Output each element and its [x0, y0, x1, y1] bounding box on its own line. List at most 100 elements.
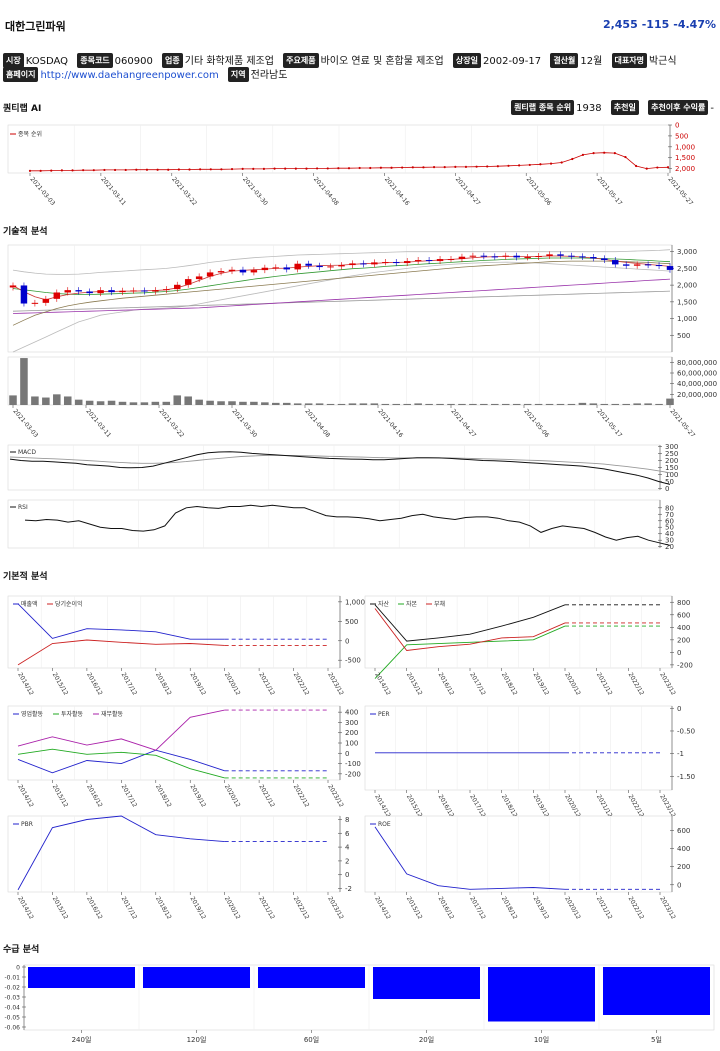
candle [590, 257, 597, 259]
volume-ytick-label: 20,000,000 [677, 391, 717, 399]
macd-legend-label: MACD [18, 449, 36, 456]
volume-ytick-label: 80,000,000 [677, 359, 717, 367]
rank-point [273, 167, 276, 170]
roe-xtick-label: 2018/12 [500, 896, 519, 921]
volume-bar [491, 403, 499, 405]
pbr-legend-label: PBR [21, 821, 33, 828]
volume-bar [9, 395, 17, 405]
per-xtick-label: 2018/12 [500, 794, 519, 819]
candle [436, 259, 444, 262]
volume-date-xtick-label: 2021-04-16 [376, 408, 404, 439]
revenue-series-0 [17, 603, 225, 640]
rank-date-xtick-label: 2021-05-06 [525, 176, 553, 207]
supply-ytick-label: -0.03 [4, 995, 20, 1002]
candle [469, 255, 477, 257]
rank-point [358, 166, 361, 170]
per-ytick-label: -1 [677, 750, 684, 758]
info-row-1: 시장 KOSDAQ 종목코드 060900 업종 기타 화학제품 제조업 주요제품 바이… [3, 52, 683, 68]
pbr-xtick-label: 2017/12 [120, 896, 139, 921]
revenue-legend-label: 당기순이익 [55, 600, 83, 608]
ceo-tag: 대표자명 [611, 53, 647, 68]
rank-date-xtick-label: 2021-03-11 [99, 176, 127, 207]
roe-xtick-label: 2019/12 [532, 896, 551, 921]
rsi-legend-label: RSI [18, 504, 28, 511]
rank-ytick-label: 1,000 [675, 143, 695, 151]
rank-point [613, 152, 616, 155]
volume-date-xtick-label: 2021-03-11 [84, 408, 112, 439]
rank-point [135, 168, 138, 171]
pbr-ytick-label: 6 [345, 830, 350, 838]
macd-ytick-label: 300 [665, 443, 678, 451]
homepage-link[interactable]: http://www.daehangreenpower.com [40, 70, 219, 81]
current-price: 2,455 [602, 18, 638, 31]
roe-ytick-label: 400 [677, 845, 690, 853]
assets-xtick-label: 2017/12 [468, 672, 487, 697]
rank-point [167, 168, 170, 171]
rank-point [252, 167, 255, 170]
rec-date-tag: 추천일 [610, 100, 639, 115]
volume-bar [425, 403, 433, 405]
rank-point [560, 161, 563, 164]
candle [371, 262, 378, 265]
assets-legend-label: 부채 [434, 600, 445, 608]
rank-point [145, 168, 149, 171]
cashflow-ytick-label: 0 [345, 750, 349, 758]
candle [601, 258, 608, 261]
volume-bar [359, 403, 368, 405]
revenue-xtick-label: 2014/12 [16, 672, 35, 697]
rank-point [443, 166, 446, 169]
volume-bar [206, 400, 214, 405]
candle [42, 298, 50, 303]
candle [546, 254, 553, 257]
candle [666, 266, 674, 270]
volume-date-xtick-label: 2021-04-08 [303, 408, 331, 439]
rank-point [571, 157, 574, 161]
rank-tag: 퀀티랩 종목 순위 [511, 100, 575, 115]
pbr-xtick-label: 2014/12 [16, 896, 35, 921]
roe-ytick-label: 200 [677, 863, 690, 871]
rank-point [369, 166, 372, 170]
roe-ytick-label: 600 [677, 827, 690, 835]
rank-point [188, 168, 191, 171]
supply-ytick-label: -0.01 [4, 975, 20, 982]
roe-xtick-label: 2022/12 [627, 896, 646, 921]
volume-date-xtick-label: 2021-05-06 [522, 408, 550, 439]
listed-tag: 상장일 [452, 53, 481, 68]
volume-bar [381, 403, 390, 405]
candle [239, 269, 247, 273]
region-value: 전라남도 [250, 70, 288, 81]
volume-bar [600, 403, 609, 405]
rank-point [581, 153, 585, 156]
quantum-rank-bar: 퀀티랩 종목 순위 1938 추천일 추천이후 수익률 - [511, 100, 714, 115]
candle [75, 290, 82, 292]
cashflow-xtick-label: 2016/12 [85, 784, 104, 809]
candle [152, 290, 159, 292]
candle [20, 285, 28, 304]
rank-point [486, 165, 489, 168]
revenue-xtick-label: 2023/12 [326, 672, 345, 697]
candle [119, 290, 126, 293]
section-technical: 기술적 분석 [3, 227, 48, 237]
volume-bar [272, 402, 280, 405]
cashflow-ytick-label: 200 [345, 729, 358, 737]
volume-bar [578, 402, 587, 405]
rank-point [50, 169, 53, 172]
volume-bar [173, 395, 182, 405]
candle [217, 271, 225, 273]
rank-point [124, 168, 127, 172]
candle [360, 263, 367, 265]
roe-xtick-label: 2020/12 [563, 896, 582, 921]
volume-date-xtick-label: 2021-03-22 [157, 408, 185, 439]
pbr-xtick-label: 2022/12 [292, 896, 311, 921]
revenue-ytick-label: 500 [345, 618, 358, 626]
rank-point [241, 167, 244, 170]
candle [327, 266, 334, 268]
candle [31, 302, 39, 304]
pbr-xtick-label: 2019/12 [188, 896, 207, 921]
candle [502, 255, 509, 257]
assets-xtick-label: 2022/12 [627, 672, 646, 697]
per-xtick-label: 2023/12 [658, 794, 677, 819]
ma240-line [12, 290, 671, 312]
rec-return-value: - [710, 103, 714, 114]
volume-bar [228, 401, 236, 405]
